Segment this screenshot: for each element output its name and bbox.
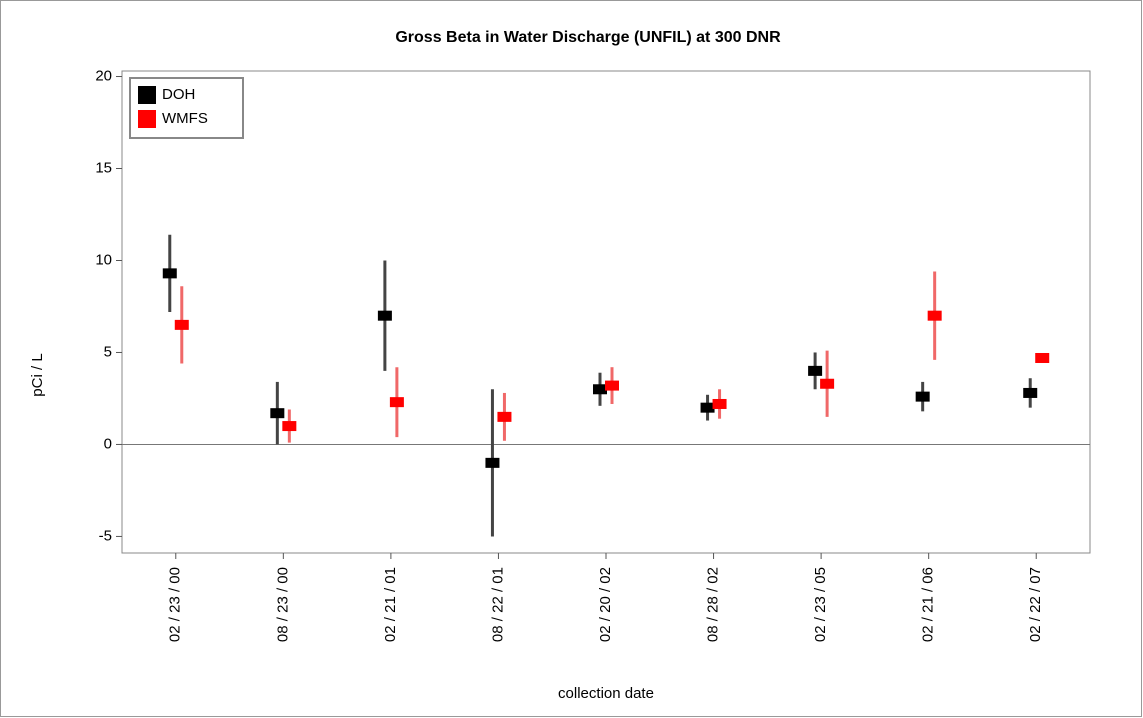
point-marker [1035,352,1050,363]
point-marker [497,411,512,422]
point-marker [485,457,500,468]
point-marker [712,398,727,409]
point-marker [389,397,404,408]
legend-swatch [138,110,156,128]
point-marker [377,310,392,321]
chart-title: Gross Beta in Water Discharge (UNFIL) at… [395,29,781,46]
legend-label: DOH [162,86,195,103]
y-tick-label: -5 [99,527,112,544]
y-tick-label: 10 [95,251,112,268]
point-marker [927,310,942,321]
point-marker [162,268,177,279]
point-marker [605,380,619,391]
x-tick-label: 08 / 22 / 01 [489,567,506,642]
point-marker [270,408,285,419]
x-tick-label: 02 / 20 / 02 [597,567,614,642]
point-marker [700,402,715,413]
y-tick-label: 5 [104,343,112,360]
point-marker [915,391,930,402]
x-tick-label: 02 / 22 / 07 [1027,567,1044,642]
point-marker [820,378,835,389]
x-tick-label: 02 / 21 / 01 [382,567,399,642]
x-tick-label: 08 / 23 / 00 [274,567,291,642]
x-tick-label: 02 / 23 / 00 [167,567,184,642]
y-axis-label: pCi / L [29,353,46,396]
point-marker [282,421,297,432]
x-axis-label: collection date [558,685,654,702]
x-tick-label: 02 / 21 / 06 [920,567,937,642]
plot-frame [121,70,1091,554]
y-tick-label: 15 [95,159,112,176]
y-tick-label: 0 [104,435,112,452]
point-marker [1023,387,1038,398]
x-tick-label: 08 / 28 / 02 [705,567,722,642]
point-marker [593,384,607,395]
point-marker [174,319,189,330]
legend-label: WMFS [162,110,208,127]
legend-swatch [138,86,156,104]
y-tick-label: 20 [95,67,112,84]
x-tick-label: 02 / 23 / 05 [812,567,829,642]
point-marker [808,365,823,376]
